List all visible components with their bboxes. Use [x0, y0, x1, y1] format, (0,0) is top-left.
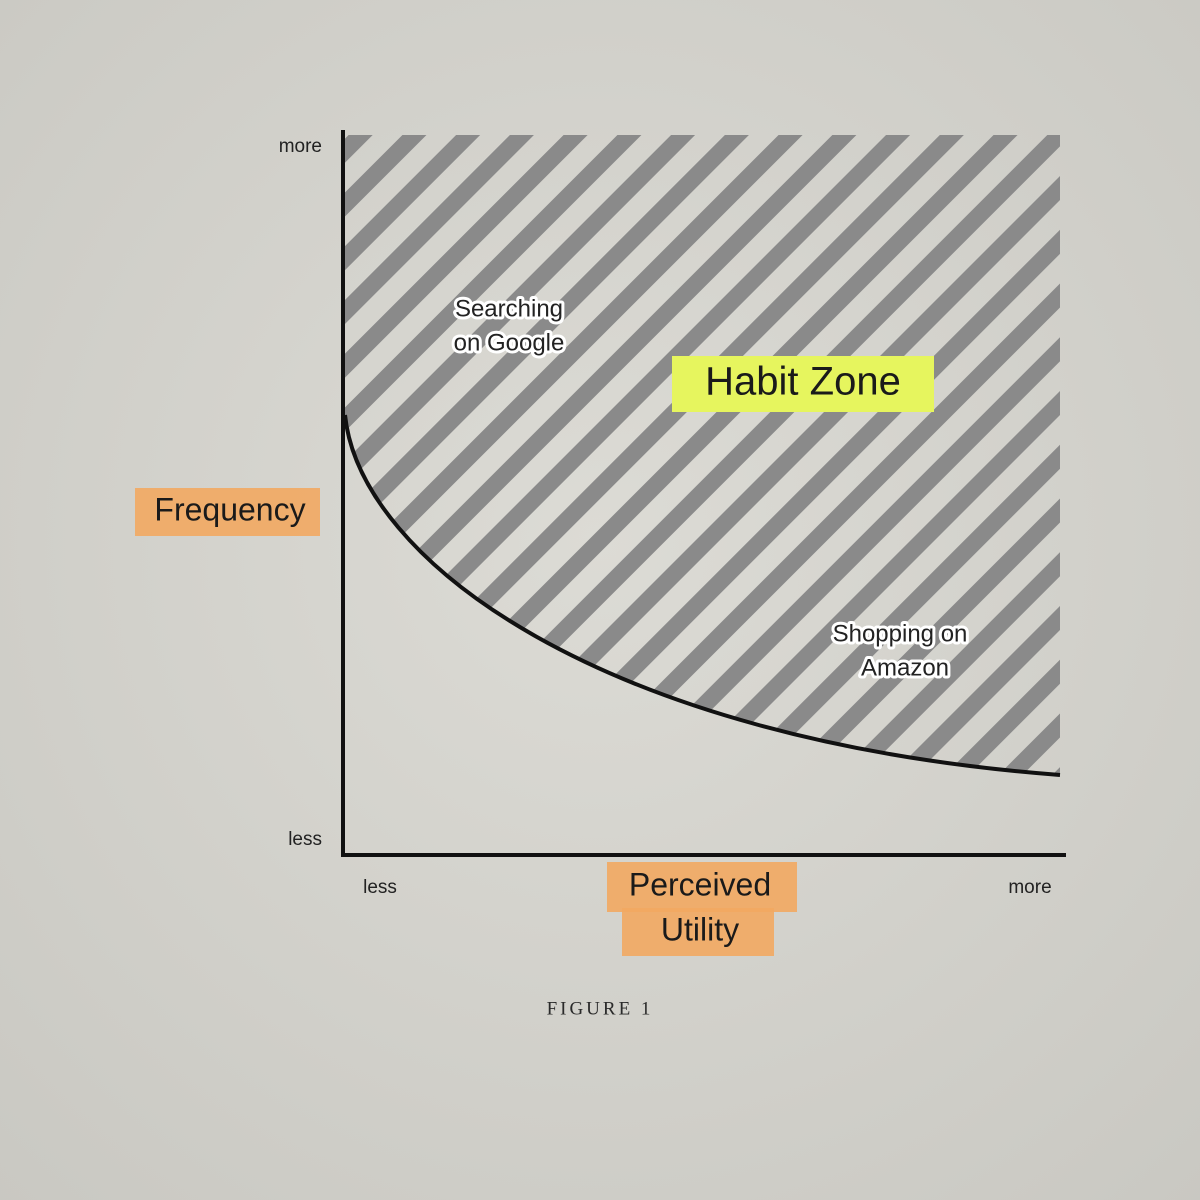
- y-axis-label: Frequency: [154, 491, 305, 527]
- x-low-label: less: [363, 877, 397, 898]
- annotation: Shopping on: [833, 620, 968, 647]
- highlight: [607, 862, 797, 912]
- y-low-label: less: [288, 829, 322, 850]
- annotation: Searching: [455, 295, 563, 322]
- y-high-label: more: [279, 136, 322, 157]
- annotation: on Google: [454, 329, 565, 356]
- highlight: [622, 908, 774, 956]
- habit-zone-area: [345, 135, 1060, 775]
- annotation: Amazon: [861, 654, 949, 681]
- caption: FIGURE 1: [547, 998, 654, 1019]
- zone-label: Habit Zone: [705, 360, 901, 404]
- x-axis-label: Utility: [661, 911, 739, 947]
- x-high-label: more: [1008, 877, 1051, 898]
- highlight: [672, 356, 934, 412]
- threshold-curve: [343, 414, 1061, 777]
- highlight: [135, 488, 320, 536]
- x-axis-label: Perceived: [629, 866, 771, 902]
